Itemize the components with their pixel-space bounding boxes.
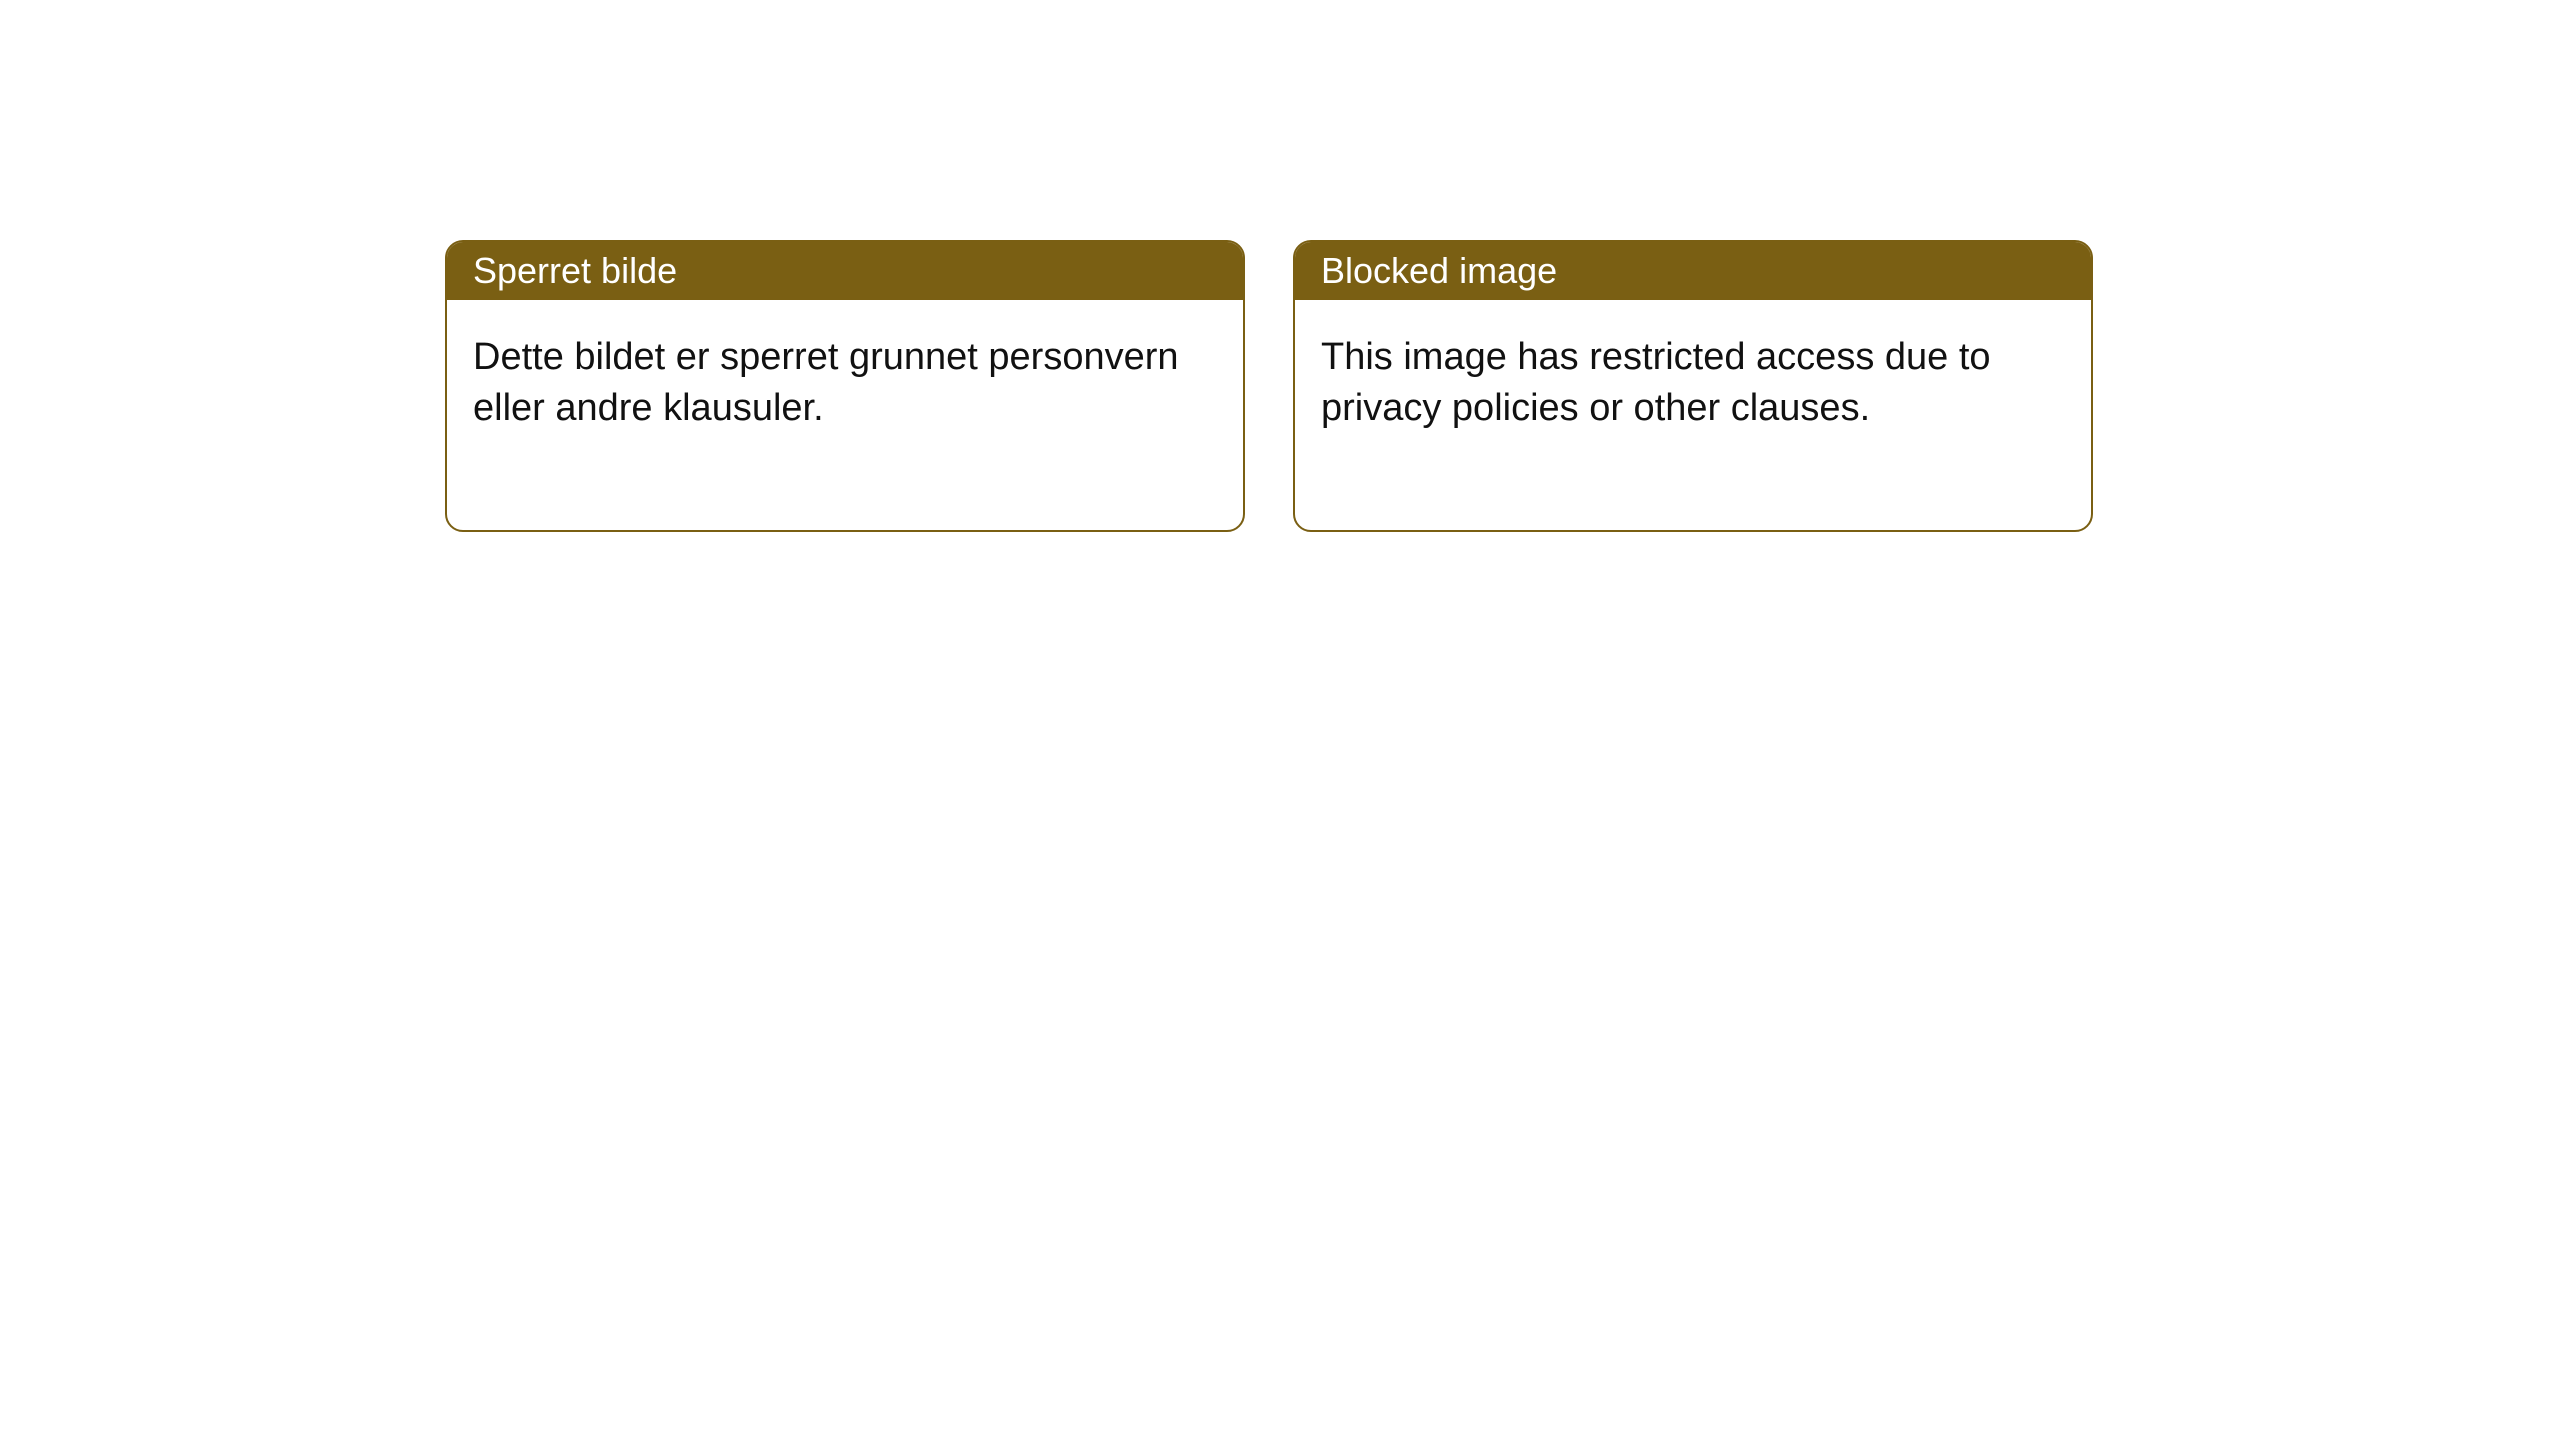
notice-header-english: Blocked image <box>1295 242 2091 300</box>
notice-title-norwegian: Sperret bilde <box>473 250 677 291</box>
notice-card-norwegian: Sperret bilde Dette bildet er sperret gr… <box>445 240 1245 532</box>
notice-body-norwegian: Dette bildet er sperret grunnet personve… <box>447 300 1243 530</box>
notice-header-norwegian: Sperret bilde <box>447 242 1243 300</box>
notice-text-norwegian: Dette bildet er sperret grunnet personve… <box>473 336 1179 429</box>
notice-card-english: Blocked image This image has restricted … <box>1293 240 2093 532</box>
notice-title-english: Blocked image <box>1321 250 1557 291</box>
notice-body-english: This image has restricted access due to … <box>1295 300 2091 530</box>
notice-container: Sperret bilde Dette bildet er sperret gr… <box>0 0 2560 532</box>
notice-text-english: This image has restricted access due to … <box>1321 336 1991 429</box>
